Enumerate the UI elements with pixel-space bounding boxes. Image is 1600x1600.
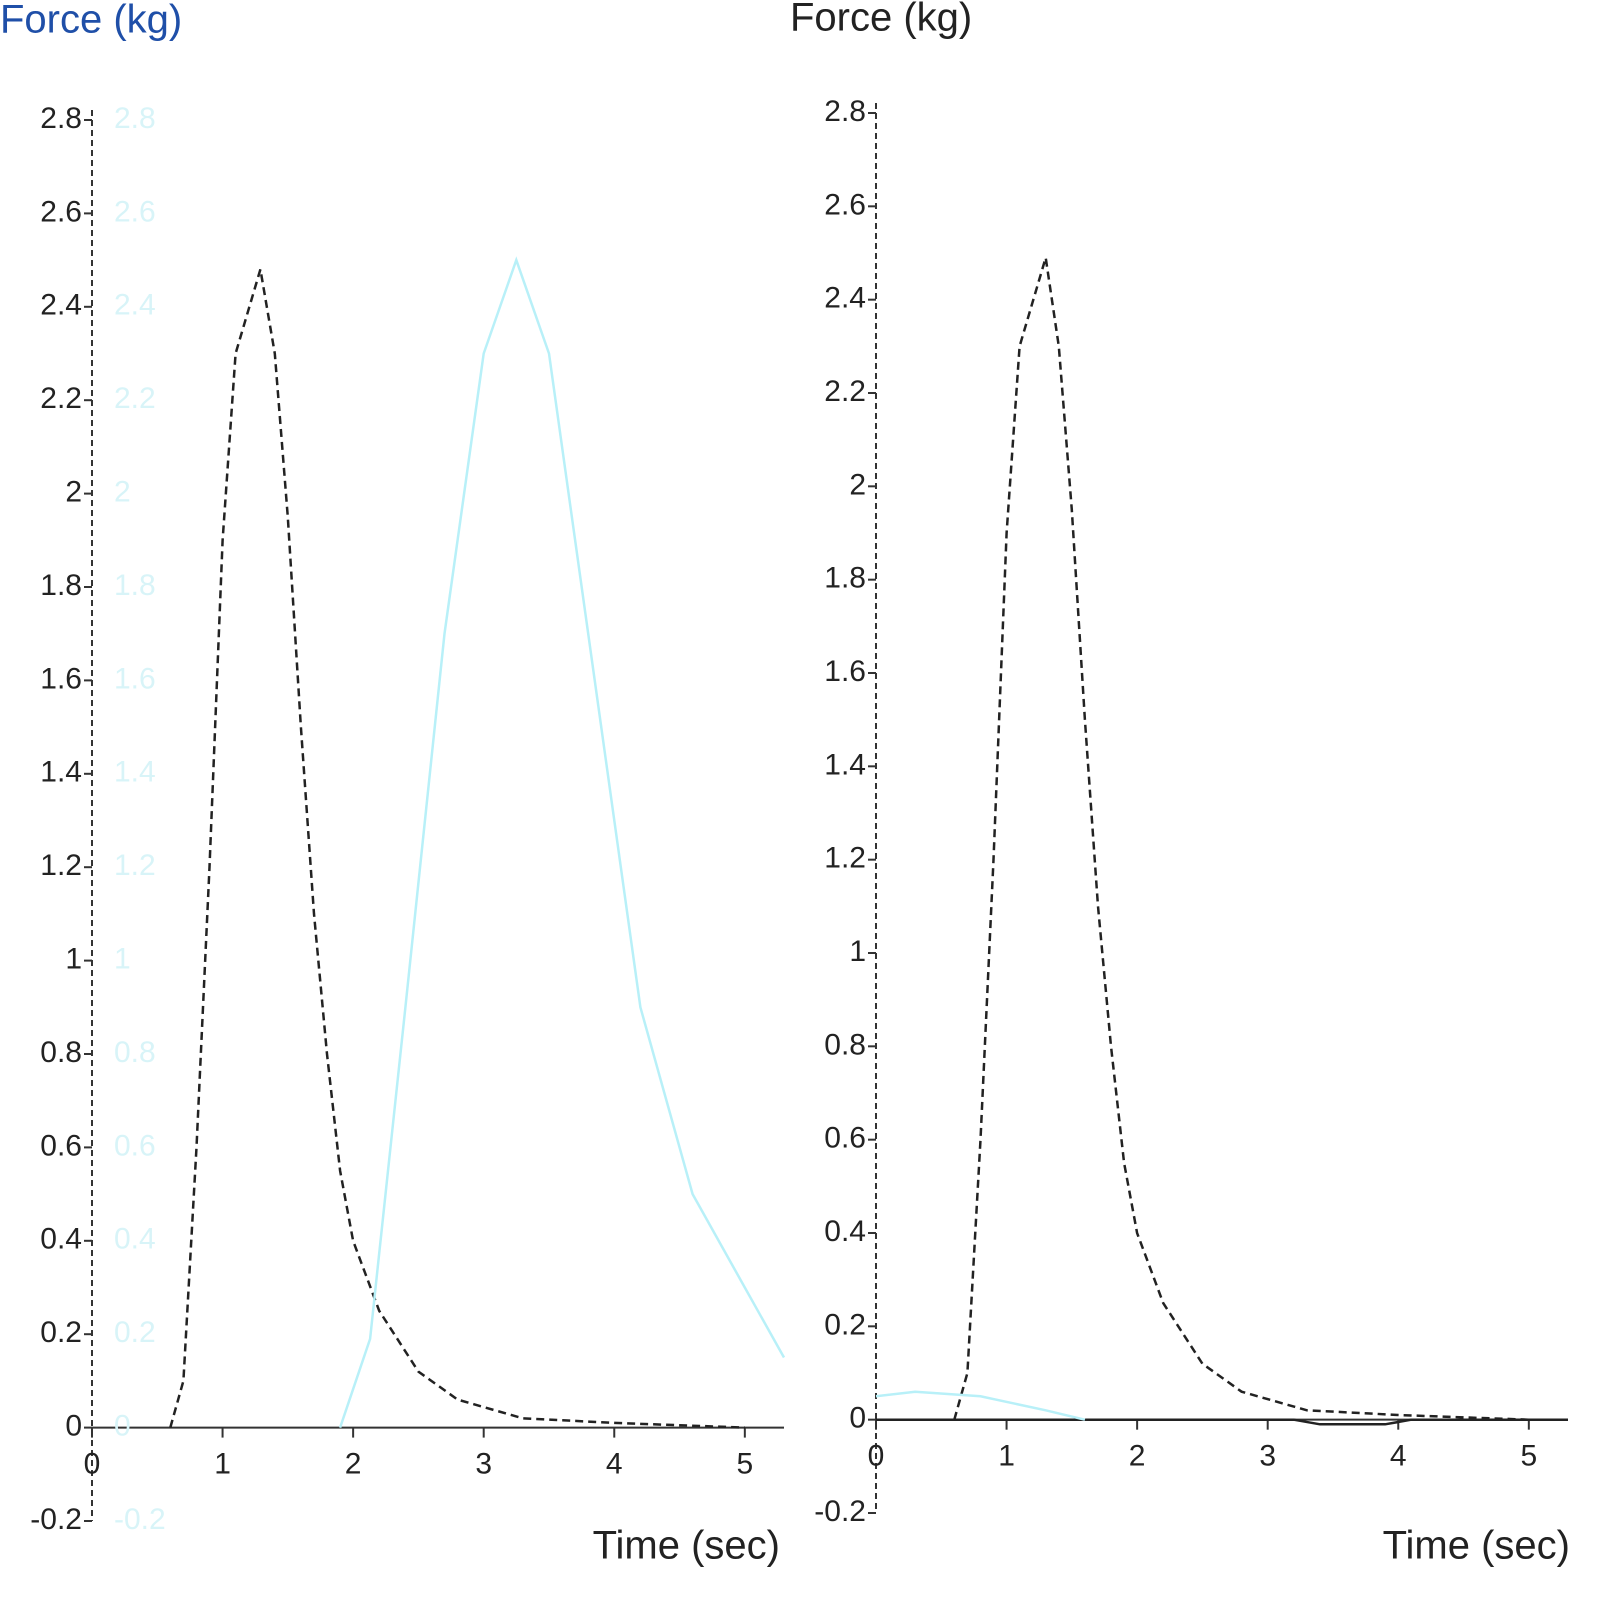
y-tick-label: 0.8 bbox=[824, 1028, 866, 1061]
y2-tick-label: 1.4 bbox=[114, 756, 156, 789]
y-tick-label: 2.6 bbox=[40, 195, 82, 228]
x-axis-label: Time (sec) bbox=[593, 1524, 780, 1568]
x-tick-label: 0 bbox=[868, 1440, 885, 1473]
y2-tick-label: 0.4 bbox=[114, 1223, 156, 1256]
x-tick-label: 1 bbox=[998, 1440, 1015, 1473]
y-tick-label: 1.2 bbox=[824, 842, 866, 875]
y2-tick-label: 1.6 bbox=[114, 662, 156, 695]
y2-tick-label: 0 bbox=[114, 1410, 131, 1443]
y-tick-label: 1.2 bbox=[40, 849, 82, 882]
y2-tick-label: 1 bbox=[114, 943, 131, 976]
series-line bbox=[338, 256, 786, 1429]
y-tick-label: 1.4 bbox=[824, 748, 866, 781]
y-tick-label: 0.2 bbox=[40, 1316, 82, 1349]
y-tick-label: 0 bbox=[65, 1410, 82, 1443]
y-tick-label: 2.4 bbox=[40, 289, 82, 322]
y-tick-label: -0.2 bbox=[814, 1495, 866, 1528]
y-tick-label: 1.8 bbox=[40, 569, 82, 602]
x-tick-label: 4 bbox=[1390, 1440, 1407, 1473]
y-tick-label: 0.4 bbox=[40, 1223, 82, 1256]
x-tick-label: 3 bbox=[1259, 1440, 1276, 1473]
y-tick-label: -0.2 bbox=[30, 1503, 82, 1536]
y2-tick-label: 2.8 bbox=[114, 102, 156, 135]
y-tick-label: 1 bbox=[65, 943, 82, 976]
y2-tick-label: 2.4 bbox=[114, 289, 156, 322]
y-tick-label: 0.2 bbox=[824, 1308, 866, 1341]
y-tick-label: 0.8 bbox=[40, 1036, 82, 1069]
y-tick-label: 1.6 bbox=[40, 662, 82, 695]
y-tick-label: 0.6 bbox=[40, 1129, 82, 1162]
y-tick-label: 2 bbox=[849, 468, 866, 501]
x-tick-label: 5 bbox=[1520, 1440, 1537, 1473]
chart-title: Force (kg) bbox=[0, 0, 182, 42]
y-tick-label: 0 bbox=[849, 1402, 866, 1435]
y-tick-label: 2.8 bbox=[40, 102, 82, 135]
y-tick-label: 1.6 bbox=[824, 655, 866, 688]
y2-tick-label: 1.2 bbox=[114, 849, 156, 882]
y-tick-label: 2.4 bbox=[824, 282, 866, 315]
series-line bbox=[169, 269, 745, 1429]
y2-tick-label: 2 bbox=[114, 476, 131, 509]
x-tick-label: 1 bbox=[214, 1448, 231, 1481]
y2-tick-label: 0.8 bbox=[114, 1036, 156, 1069]
y-tick-label: 2.2 bbox=[40, 382, 82, 415]
x-axis-label: Time (sec) bbox=[1383, 1524, 1570, 1568]
y-tick-label: 2.2 bbox=[824, 375, 866, 408]
y-tick-label: 1.4 bbox=[40, 756, 82, 789]
y-tick-label: 2.6 bbox=[824, 188, 866, 221]
y2-tick-label: 2.6 bbox=[114, 195, 156, 228]
x-tick-label: 5 bbox=[736, 1448, 753, 1481]
series-line bbox=[876, 1418, 1568, 1426]
y-tick-label: 0.4 bbox=[824, 1215, 866, 1248]
y2-tick-label: 2.2 bbox=[114, 382, 156, 415]
y-tick-label: 2.8 bbox=[824, 95, 866, 128]
y-tick-label: 1 bbox=[849, 935, 866, 968]
y2-tick-label: 0.6 bbox=[114, 1129, 156, 1162]
y2-tick-label: -0.2 bbox=[114, 1503, 166, 1536]
x-tick-label: 2 bbox=[345, 1448, 362, 1481]
series-line bbox=[875, 1390, 1086, 1421]
x-tick-label: 2 bbox=[1129, 1440, 1146, 1473]
x-tick-label: 0 bbox=[84, 1448, 101, 1481]
y2-tick-label: 0.2 bbox=[114, 1316, 156, 1349]
y-tick-label: 1.8 bbox=[824, 562, 866, 595]
y2-tick-label: 1.8 bbox=[114, 569, 156, 602]
y-tick-label: 2 bbox=[65, 476, 82, 509]
series-line bbox=[953, 257, 1529, 1421]
chart-title: Force (kg) bbox=[790, 0, 972, 40]
x-tick-label: 4 bbox=[606, 1448, 623, 1481]
y-tick-label: 0.6 bbox=[824, 1122, 866, 1155]
x-tick-label: 3 bbox=[475, 1448, 492, 1481]
